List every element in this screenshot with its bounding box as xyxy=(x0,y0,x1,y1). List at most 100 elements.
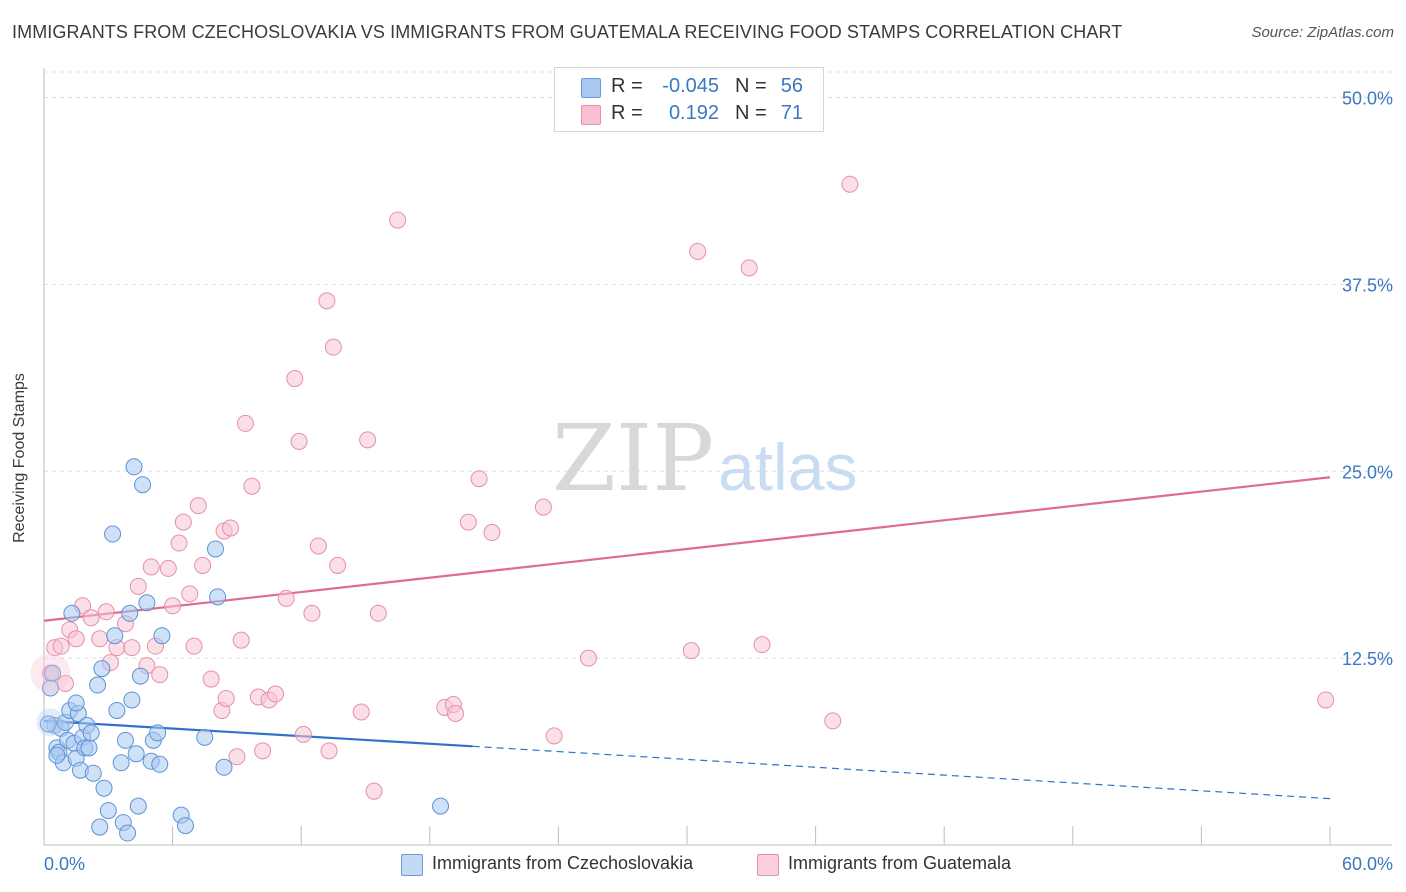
watermark: ZIP atlas xyxy=(552,405,857,512)
point-czechoslovakia xyxy=(215,758,233,776)
point-guatemala xyxy=(142,558,160,576)
point-czechoslovakia xyxy=(67,694,85,712)
point-czechoslovakia xyxy=(121,604,139,622)
point-guatemala xyxy=(329,556,347,574)
point-czechoslovakia xyxy=(432,797,450,815)
series-label-czechoslovakia: Immigrants from Czechoslovakia xyxy=(432,853,694,873)
point-guatemala xyxy=(170,534,188,552)
watermark-zip: ZIP xyxy=(552,405,714,512)
point-czechoslovakia xyxy=(127,745,145,763)
point-guatemala xyxy=(236,414,254,432)
point-guatemala xyxy=(294,725,312,743)
legend-n-value: 71 xyxy=(780,102,803,124)
tick-labels: 12.5% 25.0% 37.5% 50.0% 0.0% 60.0% xyxy=(44,89,1393,875)
legend-swatch-czechoslovakia xyxy=(581,78,601,98)
point-guatemala xyxy=(189,497,207,515)
legend-swatch-guatemala xyxy=(581,105,601,125)
series-swatch-guatemala xyxy=(757,854,779,876)
point-czechoslovakia xyxy=(196,728,214,746)
point-czechoslovakia xyxy=(119,824,137,842)
data-points xyxy=(30,175,1335,842)
point-czechoslovakia xyxy=(116,731,134,749)
point-czechoslovakia xyxy=(106,627,124,645)
point-guatemala xyxy=(320,742,338,760)
point-guatemala xyxy=(389,211,407,229)
point-czechoslovakia xyxy=(131,667,149,685)
point-czechoslovakia xyxy=(108,701,126,719)
legend-n-label: N = xyxy=(735,75,767,97)
point-czechoslovakia xyxy=(176,817,194,835)
point-czechoslovakia xyxy=(95,779,113,797)
chart-title: IMMIGRANTS FROM CZECHOSLOVAKIA VS IMMIGR… xyxy=(12,22,1123,42)
point-guatemala xyxy=(1317,691,1335,709)
trend-lines xyxy=(43,476,1331,800)
series-label-guatemala: Immigrants from Guatemala xyxy=(788,853,1012,873)
correlation-legend: R = -0.045 N = 56 R = 0.192 N = 71 xyxy=(554,67,824,132)
point-guatemala xyxy=(91,630,109,648)
series-legend: Immigrants from Czechoslovakia Immigrant… xyxy=(0,852,1406,878)
point-guatemala xyxy=(123,639,141,657)
point-czechoslovakia xyxy=(151,755,169,773)
point-guatemala xyxy=(194,556,212,574)
point-czechoslovakia xyxy=(89,676,107,694)
point-guatemala xyxy=(579,649,597,667)
point-guatemala xyxy=(202,670,220,688)
point-guatemala xyxy=(369,604,387,622)
point-czechoslovakia xyxy=(82,724,100,742)
point-guatemala xyxy=(228,748,246,766)
point-cluster-czechoslovakia xyxy=(36,708,65,737)
y-tick-label: 37.5% xyxy=(1342,275,1393,295)
point-czechoslovakia xyxy=(44,664,62,682)
legend-r-value: 0.192 xyxy=(668,102,719,124)
point-czechoslovakia xyxy=(84,764,102,782)
point-czechoslovakia xyxy=(129,797,147,815)
point-guatemala xyxy=(689,242,707,260)
point-czechoslovakia xyxy=(149,724,167,742)
legend-r-label: R = xyxy=(611,75,643,97)
point-guatemala xyxy=(824,712,842,730)
point-guatemala xyxy=(159,559,177,577)
point-guatemala xyxy=(217,689,235,707)
point-guatemala xyxy=(365,782,383,800)
point-czechoslovakia xyxy=(125,458,143,476)
point-guatemala xyxy=(841,175,859,193)
point-guatemala xyxy=(309,537,327,555)
point-guatemala xyxy=(254,742,272,760)
point-guatemala xyxy=(318,292,336,310)
point-guatemala xyxy=(682,642,700,660)
trend-line-guatemala xyxy=(43,476,1331,622)
point-guatemala xyxy=(232,631,250,649)
point-guatemala xyxy=(303,604,321,622)
point-guatemala xyxy=(740,259,758,277)
point-czechoslovakia xyxy=(104,525,122,543)
point-guatemala xyxy=(185,637,203,655)
legend-n-label: N = xyxy=(735,102,767,124)
point-guatemala xyxy=(352,703,370,721)
y-tick-label: 50.0% xyxy=(1342,89,1393,109)
point-guatemala xyxy=(67,630,85,648)
point-guatemala xyxy=(129,577,147,595)
gridlines xyxy=(44,71,1392,659)
y-tick-label: 25.0% xyxy=(1342,462,1393,482)
point-guatemala xyxy=(483,524,501,542)
point-guatemala xyxy=(266,685,284,703)
point-guatemala xyxy=(545,727,563,745)
point-czechoslovakia xyxy=(63,604,81,622)
point-guatemala xyxy=(324,338,342,356)
point-guatemala xyxy=(181,585,199,603)
point-czechoslovakia xyxy=(123,691,141,709)
axes xyxy=(43,68,1392,846)
point-czechoslovakia xyxy=(206,540,224,558)
point-guatemala xyxy=(459,513,477,531)
source-label: Source: ZipAtlas.com xyxy=(1251,24,1394,41)
point-czechoslovakia xyxy=(48,746,66,764)
x-tick-label-max: 60.0% xyxy=(1342,854,1393,874)
point-czechoslovakia xyxy=(138,594,156,612)
point-guatemala xyxy=(277,589,295,607)
point-czechoslovakia xyxy=(209,588,227,606)
point-guatemala xyxy=(290,432,308,450)
trend-line-czechoslovakia-extension xyxy=(472,745,1331,800)
point-czechoslovakia xyxy=(91,818,109,836)
point-guatemala xyxy=(447,704,465,722)
